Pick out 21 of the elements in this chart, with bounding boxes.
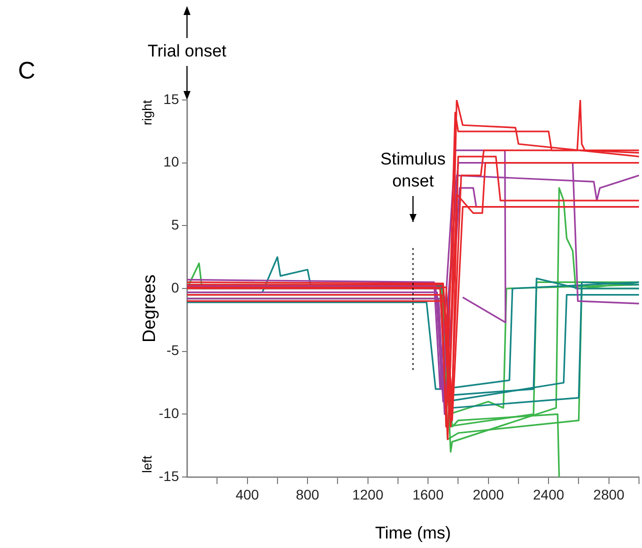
x-tick-label: 400 [236,486,260,502]
x-tick-label: 800 [296,486,320,502]
y-tick-label: 15 [163,90,180,107]
x-tick-label: 2800 [593,486,625,502]
y-tick-label: 0 [171,279,180,296]
x-tick-label: 2400 [533,486,564,502]
text: Trial onset [148,42,227,61]
x-tick-label: 2000 [472,486,504,502]
y-tick-label: 10 [163,154,180,170]
y-tick-label: 5 [171,216,180,233]
x-tick-label: 1200 [352,486,384,502]
text: left [140,455,155,473]
y-tick-label: -10 [158,405,180,422]
ref-line-label: Stimulus onset [380,150,446,191]
x-tick-label: 1600 [412,486,444,502]
text: right [140,100,155,126]
y-tick-label: -5 [166,342,180,358]
y-axis-title: Degrees [138,274,159,343]
text: C [18,58,36,85]
x-axis-title: Time (ms) [375,523,451,542]
y-tick-label: -15 [158,468,180,484]
